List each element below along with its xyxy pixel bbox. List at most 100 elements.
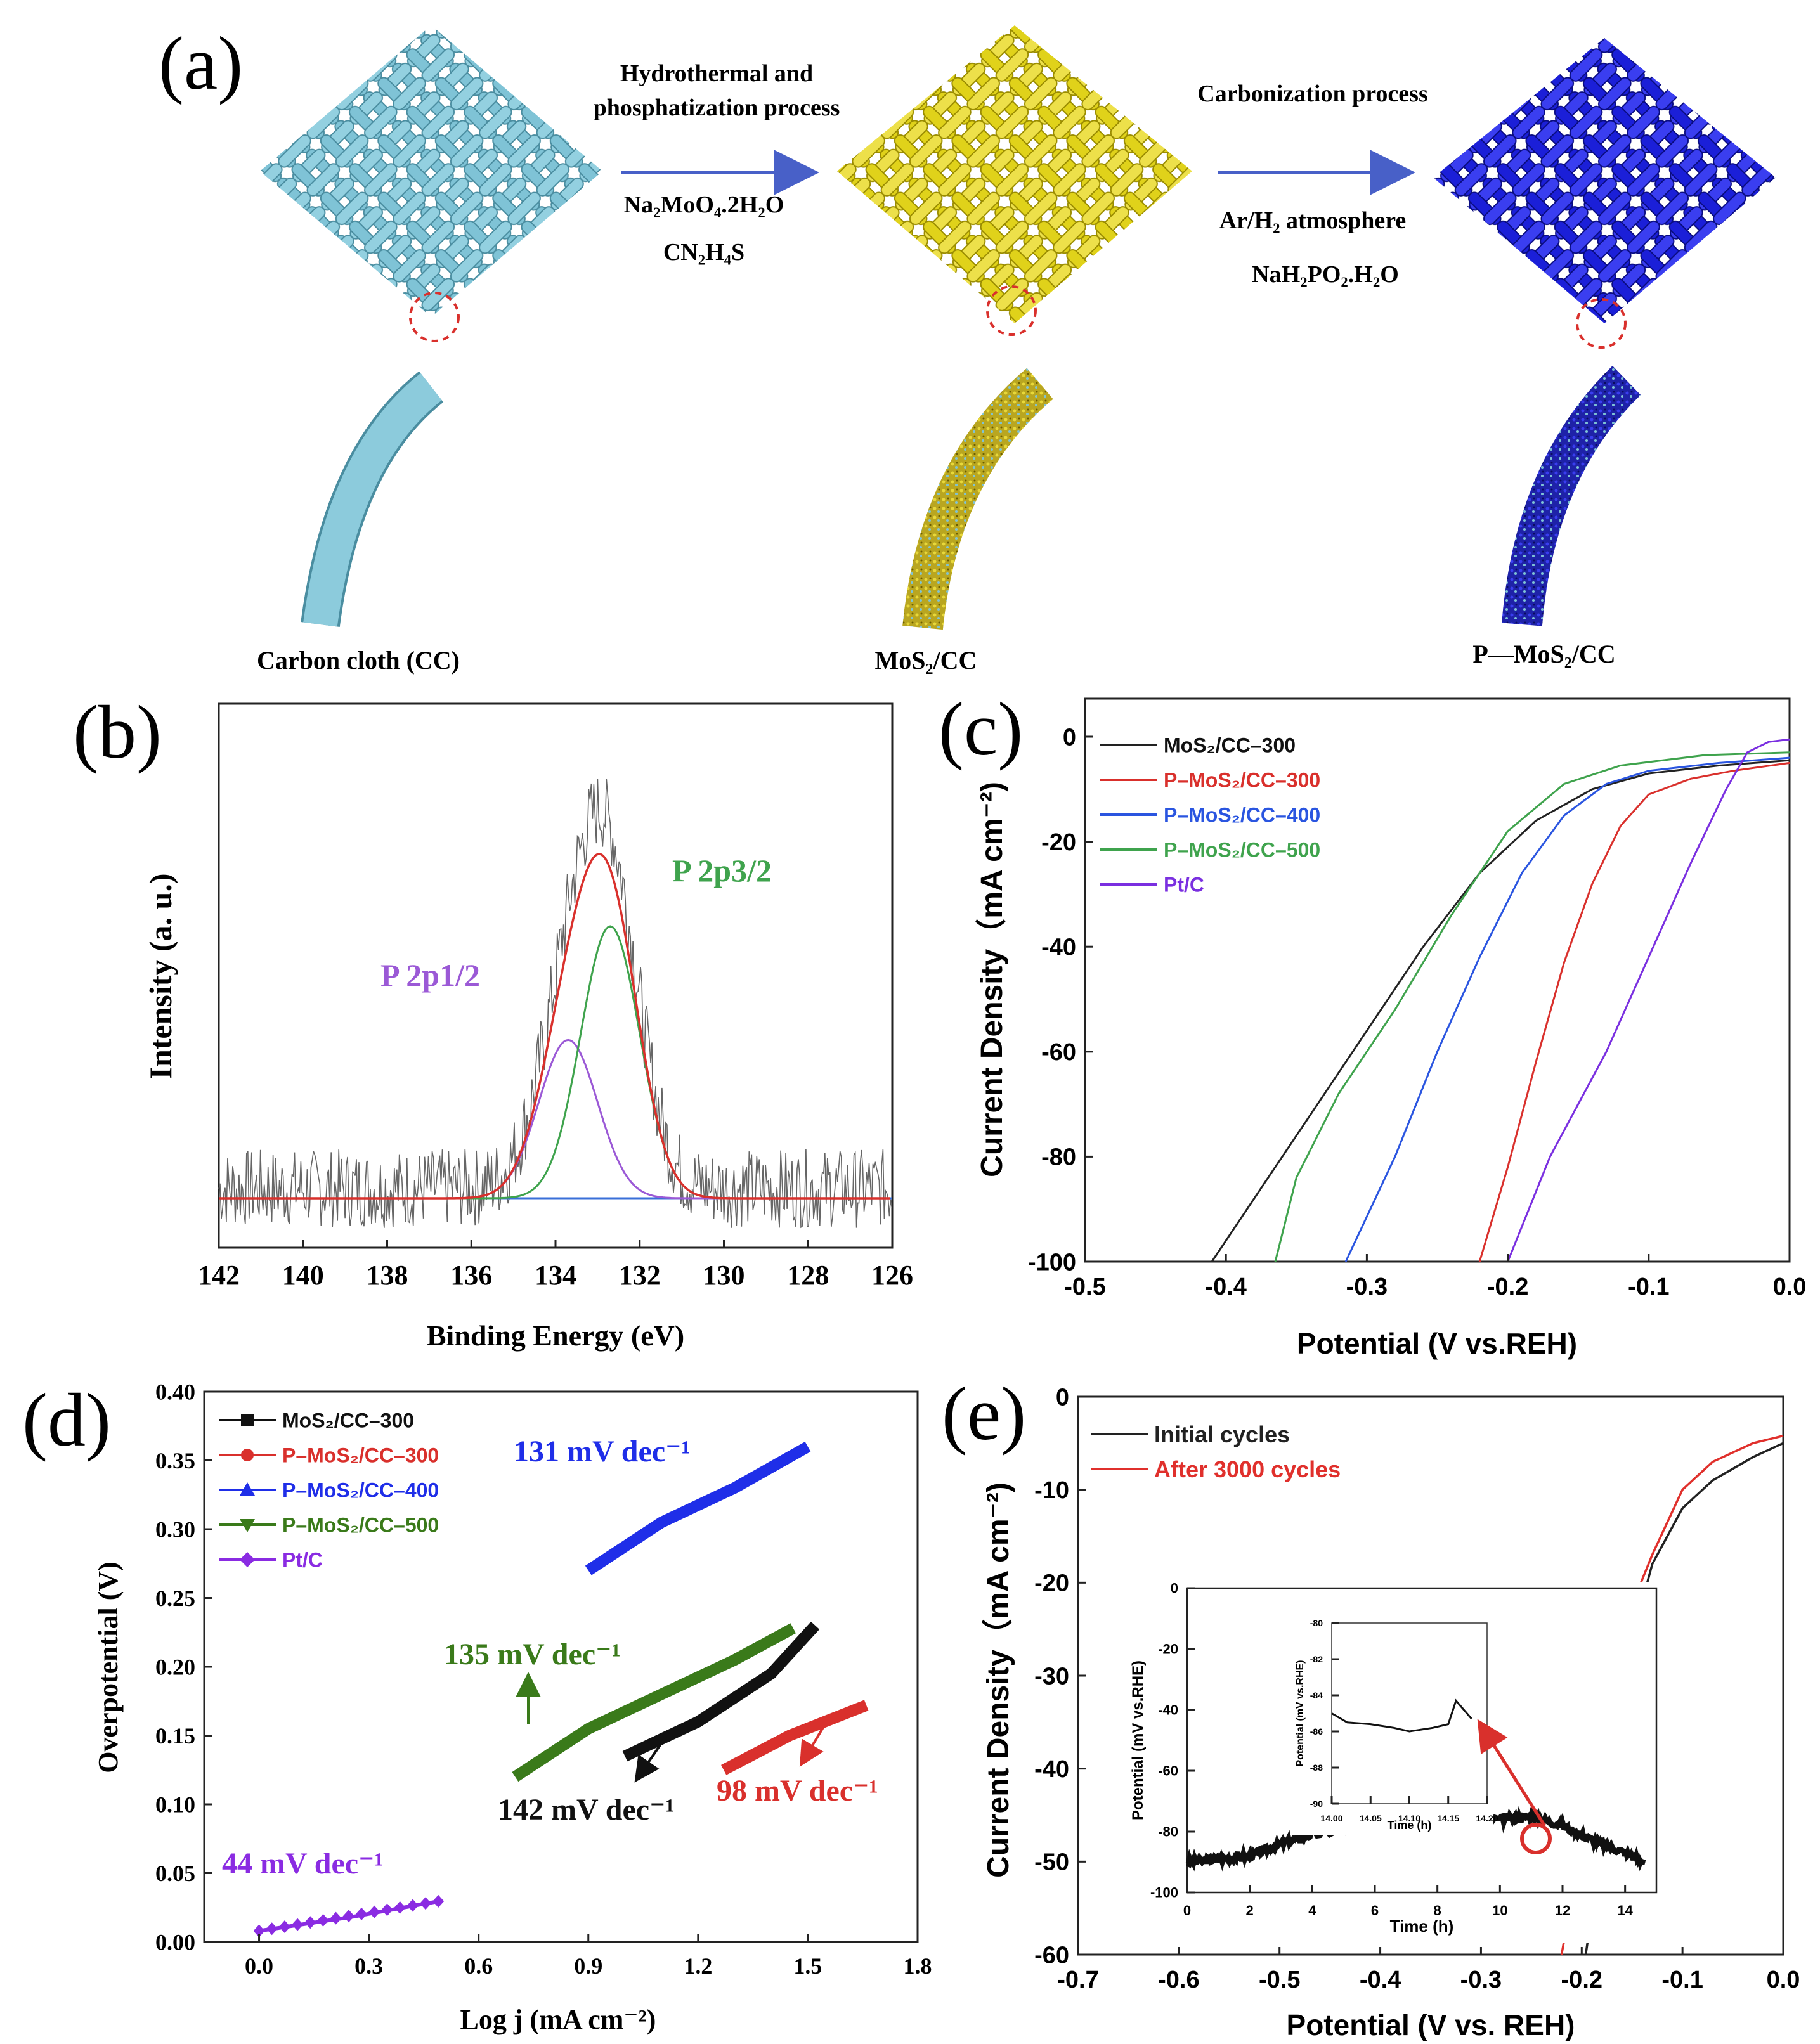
annotation-131: 131 mV dec⁻¹ [514,1435,691,1468]
inset-y-tick-label: 0 [1171,1581,1178,1596]
mos2-zoom-circle [986,285,1037,336]
inset-x-label: Time (h) [1390,1917,1454,1936]
panel-c-y-tick-label: -60 [1041,1039,1076,1066]
panel-c-y-label: Current Density（mA cm⁻²) [975,782,1009,1177]
xps-plot-area [218,779,893,1229]
inset-x-tick-label: 14 [1617,1903,1633,1918]
inset-y-tick-label: -40 [1158,1702,1178,1718]
panel-d-x-tick-label: 0.3 [354,1953,383,1979]
panel-e-legend: Initial cycles After 3000 cycles [1091,1421,1341,1482]
panel-a: (a) Hydrothermal and phosphatization pro… [159,21,1776,675]
panel-d-legend-marker [240,1519,255,1532]
panel-e: (e) -0.7 -0.6 -0.5 -0.4 -0.3 -0.2 -0.1 0.00-10-… [942,1371,1800,2041]
panel-b-x-tick-label: 134 [535,1260,576,1291]
tafel-line-0 [622,1621,820,1762]
panel-d-y-tick-label: 0.05 [155,1861,195,1886]
panel-b-frame [218,702,894,1249]
arrow-142 [634,1731,670,1783]
panel-e-x-tick-label: -0.1 [1661,1967,1703,1993]
panel-c-y-tick-label: -100 [1028,1249,1076,1276]
tafel-ptc-point [356,1907,368,1920]
panel-d-y-tick-label: 0.35 [155,1448,195,1473]
panel-d-x-label: Log j (mA cm⁻²) [460,2004,656,2035]
inset-y-tick-label: -100 [1150,1885,1178,1901]
xps-envelope-fit [219,853,890,1200]
panel-d-x-tick-label: 1.8 [904,1953,932,1979]
sub-inset-y-label: Potential (mV vs.RHE) [1295,1660,1306,1766]
panel-c-frame [1084,697,1791,1263]
carbon-cloth-weave [260,25,602,317]
panel-e-y-tick-label: -50 [1034,1849,1069,1876]
tafel-ptc-point [330,1911,342,1925]
panel-b-y-label: Intensity (a. u.) [143,873,178,1079]
inset-x-tick-label: 8 [1434,1903,1441,1918]
sub-inset-y-tick-label: -90 [1310,1799,1323,1809]
sub-inset-curve [1331,1698,1472,1733]
panel-e-x-tick-label: -0.6 [1158,1967,1199,1993]
sub-inset-x-tick-label: 14.00 [1320,1813,1342,1823]
panel-e-ticks: -0.7 -0.6 -0.5 -0.4 -0.3 -0.2 -0.1 0.0 0 -10 -20 -3… [1034,1384,1800,1993]
sub-inset-background [1294,1617,1493,1835]
step1-reagent1: Na₂MoO₄.2H₂O [624,191,784,218]
panel-b-x-tick-label: 138 [367,1260,408,1291]
panel-b-x-label: Binding Energy (eV) [427,1319,684,1352]
panel-c-x-tick-label: -0.2 [1487,1274,1528,1300]
panel-e-x-tick-label: -0.3 [1460,1967,1502,1993]
lsv-curve-4 [1507,738,1790,1262]
panel-e-x-tick-label: -0.7 [1057,1967,1098,1993]
xps-p2p32-fit [219,925,890,1200]
panel-c-x-tick-label: -0.3 [1346,1274,1388,1300]
panel-e-y-tick-label: 0 [1056,1384,1069,1411]
panel-c-legend-label: P–MoS₂/CC–300 [1164,769,1320,792]
panel-e-y-tick-label: -60 [1034,1942,1069,1969]
panel-c-y-tick-label: -40 [1041,935,1076,961]
inset-y-label: Potential (mV vs.RHE) [1129,1660,1147,1820]
panel-d-legend-marker [241,1414,254,1426]
panel-d-y-label: Overpotential (V) [93,1562,124,1773]
tafel-ptc-point [292,1918,304,1931]
tafel-line-2 [585,1441,811,1575]
panel-d-y-tick-label: 0.30 [155,1517,195,1543]
panel-d-ticks: 0.0 0.3 0.6 0.9 1.2 1.5 1.8 0.00 0.05 0.10 0.15 0.2… [155,1380,932,1979]
tafel-ptc-point [317,1913,329,1927]
sub-inset-x-tick-label: 14.15 [1437,1813,1459,1823]
step2-reagent1: Ar/H₂ atmosphere [1219,207,1407,234]
inset-y-tick-label: -60 [1158,1763,1178,1779]
sub-inset-y-tick-label: -82 [1310,1654,1323,1664]
inset-x-tick-label: 6 [1371,1903,1379,1918]
tafel-ptc-point [420,1897,432,1910]
annotation-135: 135 mV dec⁻¹ [444,1638,621,1671]
panel-d-y-tick-label: 0.00 [155,1930,195,1955]
panel-e-legend-label: After 3000 cycles [1154,1456,1341,1482]
lsv-curve-3 [1274,751,1790,1262]
panel-d-y-tick-label: 0.25 [155,1586,195,1611]
panel-d-x-tick-label: 1.2 [684,1953,712,1979]
annotation-98: 98 mV dec⁻¹ [717,1774,878,1808]
panel-b-x-tick-label: 140 [282,1260,324,1291]
inset-x-tick-label: 0 [1183,1903,1191,1918]
lsv-curve-2 [1344,756,1790,1262]
panel-d-legend: MoS₂/CC–300 P–MoS₂/CC–300 P–MoS₂/CC–400 P–M… [219,1409,439,1572]
panel-a-label: (a) [159,21,243,105]
panel-b-x-tick-label: 136 [450,1260,492,1291]
tafel-ptc-point [304,1916,316,1929]
panel-c-y-tick-label: -20 [1041,829,1076,856]
annotation-44: 44 mV dec⁻¹ [222,1847,384,1880]
panel-c-x-tick-label: -0.1 [1628,1274,1669,1300]
panel-e-y-tick-label: -30 [1034,1663,1069,1690]
inset-frame [1186,1587,1658,1894]
annotation-p2p12: P 2p1/2 [380,957,480,993]
panel-d-legend-label: MoS₂/CC–300 [282,1409,414,1432]
caption-mos2: MoS₂/CC [875,646,977,675]
inset-zoom-arrow [1477,1719,1547,1827]
sub-inset-y-tick-label: -86 [1310,1726,1323,1737]
panel-e-x-tick-label: 0.0 [1767,1967,1800,1993]
tafel-ptc-point [381,1903,393,1917]
cc-zoom-circle [409,292,460,342]
panel-c-y-tick-label: -80 [1041,1144,1076,1171]
panel-d-x-tick-label: 0.9 [574,1953,602,1979]
sub-inset-y-tick-label: -88 [1310,1763,1323,1773]
panel-c-x-tick-label: -0.4 [1205,1274,1246,1300]
panel-e-x-tick-label: -0.4 [1360,1967,1401,1993]
